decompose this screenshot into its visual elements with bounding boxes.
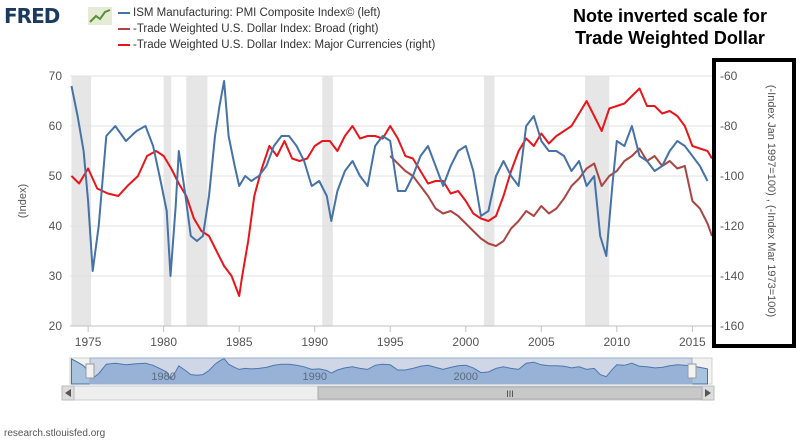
legend-swatch [118,28,130,30]
scrollbar-thumb[interactable] [317,386,703,400]
legend-item-dollar-major[interactable]: -Trade Weighted U.S. Dollar Index: Major… [118,37,435,53]
navigator-tick-label: 2000 [454,371,478,383]
series-line-0 [70,80,709,277]
x-tick-label: 2010 [603,335,630,349]
legend-item-dollar-broad[interactable]: -Trade Weighted U.S. Dollar Index: Broad… [118,21,435,37]
fred-logo[interactable]: FRED [4,4,60,28]
scroll-left-arrow-icon [65,389,71,397]
navigator-area [71,357,708,385]
scrollbar-track [61,385,715,401]
scroll-right-arrow-icon [705,389,711,397]
navigator-track [69,357,713,385]
x-tick-label: 2015 [679,335,706,349]
navigator-handle-left[interactable] [85,363,95,379]
y-tick-label: 60 [49,119,63,133]
x-tick-label: 2005 [528,335,555,349]
y-axis-label: (Index) [17,184,29,218]
y-tick-label: 30 [49,269,63,283]
x-tick-label: 1985 [226,335,253,349]
recession-band [483,76,495,326]
x-tick-label: 1980 [150,335,177,349]
fred-graph-icon [88,7,112,25]
legend-swatch [118,44,130,46]
x-tick-label: 1995 [377,335,404,349]
right-axis-highlight-box [712,58,796,348]
inverted-scale-note: Note inverted scale for Trade Weighted D… [540,5,800,49]
navigator-tick-label: 1990 [302,371,326,383]
chart-legend: ISM Manufacturing: PMI Composite Index© … [118,5,435,53]
recession-band [186,76,208,326]
navigator-tick-label: 1980 [151,371,175,383]
grid-lines [70,75,712,327]
x-tick-label: 1975 [75,335,102,349]
y-tick-label: 70 [49,69,63,83]
scrollbar-right-button[interactable] [701,385,715,401]
series-lines [70,80,713,297]
series-line-1 [389,147,713,247]
note-line-1: Note inverted scale for [572,6,768,26]
navigator-selection [89,357,693,385]
y-tick-label: 50 [49,169,63,183]
y-tick-label: 20 [49,319,63,333]
legend-swatch [118,12,130,14]
x-tick-label: 1990 [301,335,328,349]
recession-band [322,76,333,326]
recession-band [163,76,172,326]
legend-label: ISM Manufacturing: PMI Composite Index© … [133,7,381,19]
series-line-2 [70,87,713,297]
recession-band [585,76,610,326]
recession-bands [71,76,610,326]
y-tick-label: 40 [49,219,63,233]
range-navigator: 1980 1990 2000 III [61,357,715,401]
navigator-handle-right[interactable] [687,363,697,379]
x-tick-label: 2000 [452,335,479,349]
source-credit[interactable]: research.stlouisfed.org [4,428,106,439]
legend-label: -Trade Weighted U.S. Dollar Index: Major… [133,39,436,51]
scrollbar-grip: III [506,389,514,399]
recession-band [71,76,92,326]
legend-item-ism[interactable]: ISM Manufacturing: PMI Composite Index© … [118,5,435,21]
legend-label: -Trade Weighted U.S. Dollar Index: Broad… [133,23,379,35]
scrollbar-left-button[interactable] [61,385,75,401]
note-line-2: Trade Weighted Dollar [575,28,765,48]
